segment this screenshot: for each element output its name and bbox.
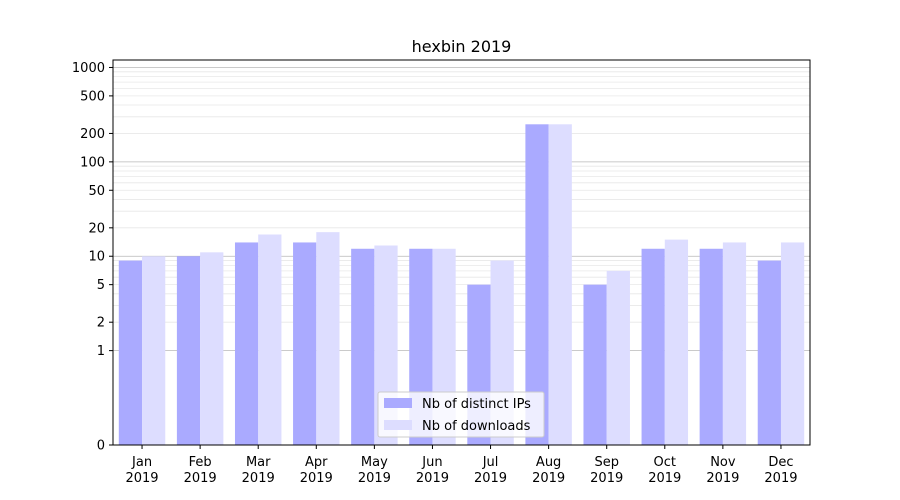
- x-tick-label: May 2019: [358, 455, 391, 486]
- plot-frame: [112, 59, 811, 446]
- bar-downloads: [664, 239, 689, 445]
- bar-distinct-ips: [293, 242, 317, 445]
- chart-title: hexbin 2019: [412, 37, 512, 56]
- bar-distinct-ips: [757, 260, 781, 445]
- legend-box: [377, 391, 545, 438]
- bar-downloads: [548, 124, 572, 446]
- x-tick-label: Aug 2019: [532, 455, 565, 486]
- bar-downloads: [722, 242, 747, 445]
- x-tick-label: Nov 2019: [706, 455, 739, 486]
- bar-distinct-ips: [583, 284, 607, 445]
- bar-downloads: [142, 256, 166, 445]
- y-tick-label: 20: [88, 221, 105, 236]
- bar-distinct-ips: [641, 248, 665, 445]
- x-tick-label: Mar 2019: [242, 455, 275, 486]
- x-tick-label: Jul 2019: [474, 455, 507, 486]
- x-axis: Jan 2019 Feb 2019 Mar 2019 Apr 2019 May 2019 Jun 20…: [125, 445, 798, 486]
- bar-downloads: [606, 270, 630, 445]
- y-tick-label: 1000: [72, 61, 105, 76]
- legend-swatch-distinct-ips: [384, 398, 412, 408]
- x-tick-label: Apr 2019: [300, 455, 333, 486]
- legend-label-distinct-ips: Nb of distinct IPs: [422, 397, 531, 412]
- y-tick-label: 2: [97, 316, 105, 331]
- bar-downloads: [316, 232, 340, 445]
- bar-distinct-ips: [699, 248, 723, 445]
- legend-label-downloads: Nb of downloads: [422, 419, 531, 434]
- y-tick-label: 50: [88, 184, 105, 199]
- y-tick-label: 0: [97, 439, 105, 454]
- y-tick-label: 1: [97, 344, 105, 359]
- x-tick-label: Jun 2019: [416, 455, 449, 486]
- bar-downloads: [780, 242, 805, 445]
- x-tick-label: Jan 2019: [125, 455, 158, 486]
- y-tick-label: 100: [80, 155, 105, 170]
- bar-distinct-ips: [525, 124, 549, 446]
- bar-downloads: [258, 234, 282, 445]
- bar-distinct-ips: [234, 242, 259, 445]
- y-axis: 0 1 2 5 10 20 50 100 200 500 1000: [72, 61, 113, 454]
- y-tick-label: 5: [97, 278, 105, 293]
- x-tick-label: Sep 2019: [590, 455, 623, 486]
- bar-downloads: [200, 252, 224, 445]
- bar-distinct-ips: [176, 256, 201, 445]
- y-tick-label: 500: [80, 89, 105, 104]
- legend-swatch-downloads: [384, 420, 412, 430]
- bar-distinct-ips: [118, 260, 143, 445]
- grid-lines: [113, 67, 810, 352]
- x-tick-label: Feb 2019: [184, 455, 217, 486]
- x-tick-label: Dec 2019: [764, 455, 797, 486]
- legend: Nb of distinct IPs Nb of downloads: [377, 391, 545, 438]
- bar-distinct-ips: [351, 248, 375, 445]
- y-tick-label: 200: [80, 127, 105, 142]
- x-tick-label: Oct 2019: [648, 455, 681, 486]
- y-tick-label: 10: [88, 250, 105, 265]
